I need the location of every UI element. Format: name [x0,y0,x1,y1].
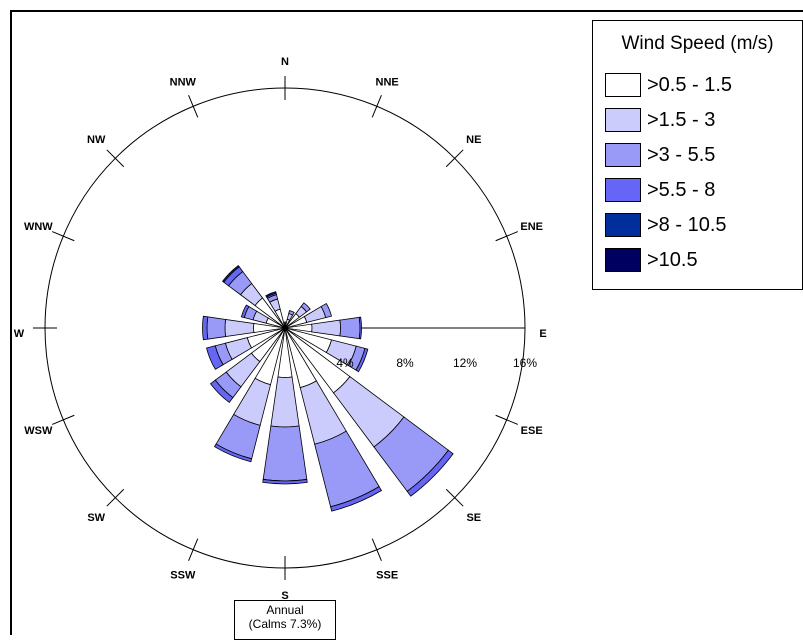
petal-e-bin2 [311,319,341,337]
legend-label: >10.5 [647,248,698,271]
tick-wsw [51,414,75,425]
radial-tick-label: 16% [513,356,537,370]
tick-se [445,488,464,507]
legend-item: >10.5 [605,246,698,274]
legend-swatch [605,108,641,132]
legend-swatch [605,178,641,202]
tick-nw [106,149,125,168]
petal-se-bin4 [406,449,454,497]
legend-swatch [605,248,641,272]
direction-label-ne: NE [466,134,481,146]
direction-label-wnw: WNW [24,221,53,233]
petal-s-bin1 [277,327,293,378]
radial-tick-label: 8% [396,356,414,370]
annual-caption-box: Annual (Calms 7.3%) [234,600,336,640]
tick-ssw [188,538,199,562]
caption-period: Annual [266,603,304,617]
petal-w-bin4 [202,315,209,341]
radial-tick-label: 4% [336,356,354,370]
petal-w-bin2 [224,318,255,338]
direction-label-nnw: NNW [170,76,197,88]
direction-label-sw: SW [87,512,105,524]
petal-s-bin4 [262,478,308,485]
petal-nne-bin3 [288,310,295,316]
direction-label-nw: NW [87,134,106,146]
legend-title: Wind Speed (m/s) [621,33,774,54]
legend-label: >0.5 - 1.5 [647,73,733,96]
direction-label-ese: ESE [521,425,543,437]
legend-label: >1.5 - 3 [647,108,716,131]
tick-wnw [51,231,75,242]
petal-n-bin3 [283,321,287,324]
direction-label-se: SE [466,512,481,524]
legend-label: >8 - 10.5 [647,213,727,236]
tick-ene [495,231,519,242]
legend-item: >0.5 - 1.5 [605,71,732,99]
direction-label-s: S [281,590,288,602]
direction-label-nne: NNE [376,76,399,88]
petal-w-bin3 [206,316,227,340]
tick-sse [371,538,382,562]
tick-sw [106,488,125,507]
petal-sse-bin4 [330,486,383,512]
chart-frame [10,10,803,635]
tick-nnw [188,94,199,118]
petal-e-bin4 [358,316,362,340]
legend-label: >5.5 - 8 [647,178,716,201]
radial-tick-label: 12% [453,356,477,370]
legend-item: >1.5 - 3 [605,106,715,134]
petal-sw-bin4 [209,379,234,404]
legend: Wind Speed (m/s) >0.5 - 1.5 >1.5 - 3 >3 - … [592,20,803,290]
legend-swatch [605,213,641,237]
caption-calms: (Calms 7.3%) [248,617,322,631]
petal-nw-bin5 [221,264,240,283]
petal-ene-bin3 [320,302,332,319]
petal-e-bin3 [339,316,361,340]
legend-item: >3 - 5.5 [605,141,715,169]
petal-s-bin2 [270,376,300,428]
direction-label-sse: SSE [376,570,398,582]
direction-label-ssw: SSW [170,570,196,582]
direction-label-wsw: WSW [24,425,53,437]
tick-ne [445,149,464,168]
direction-label-e: E [539,328,546,340]
tick-ese [495,414,519,425]
petal-wnw-bin4 [240,304,250,319]
direction-label-ene: ENE [520,221,543,233]
petal-wsw-bin4 [206,345,224,370]
legend-item: >8 - 10.5 [605,211,727,239]
petal-ese-bin4 [355,347,369,373]
petal-ssw-bin4 [213,443,253,463]
direction-label-w: W [14,328,25,340]
legend-item: >5.5 - 8 [605,176,715,204]
tick-nne [371,94,382,118]
legend-swatch [605,73,641,97]
direction-label-n: N [281,56,289,68]
petal-nnw-bin5 [265,291,277,298]
petal-s-bin3 [262,425,308,482]
legend-label: >3 - 5.5 [647,143,716,166]
legend-swatch [605,143,641,167]
petal-ne-bin3 [300,302,311,313]
